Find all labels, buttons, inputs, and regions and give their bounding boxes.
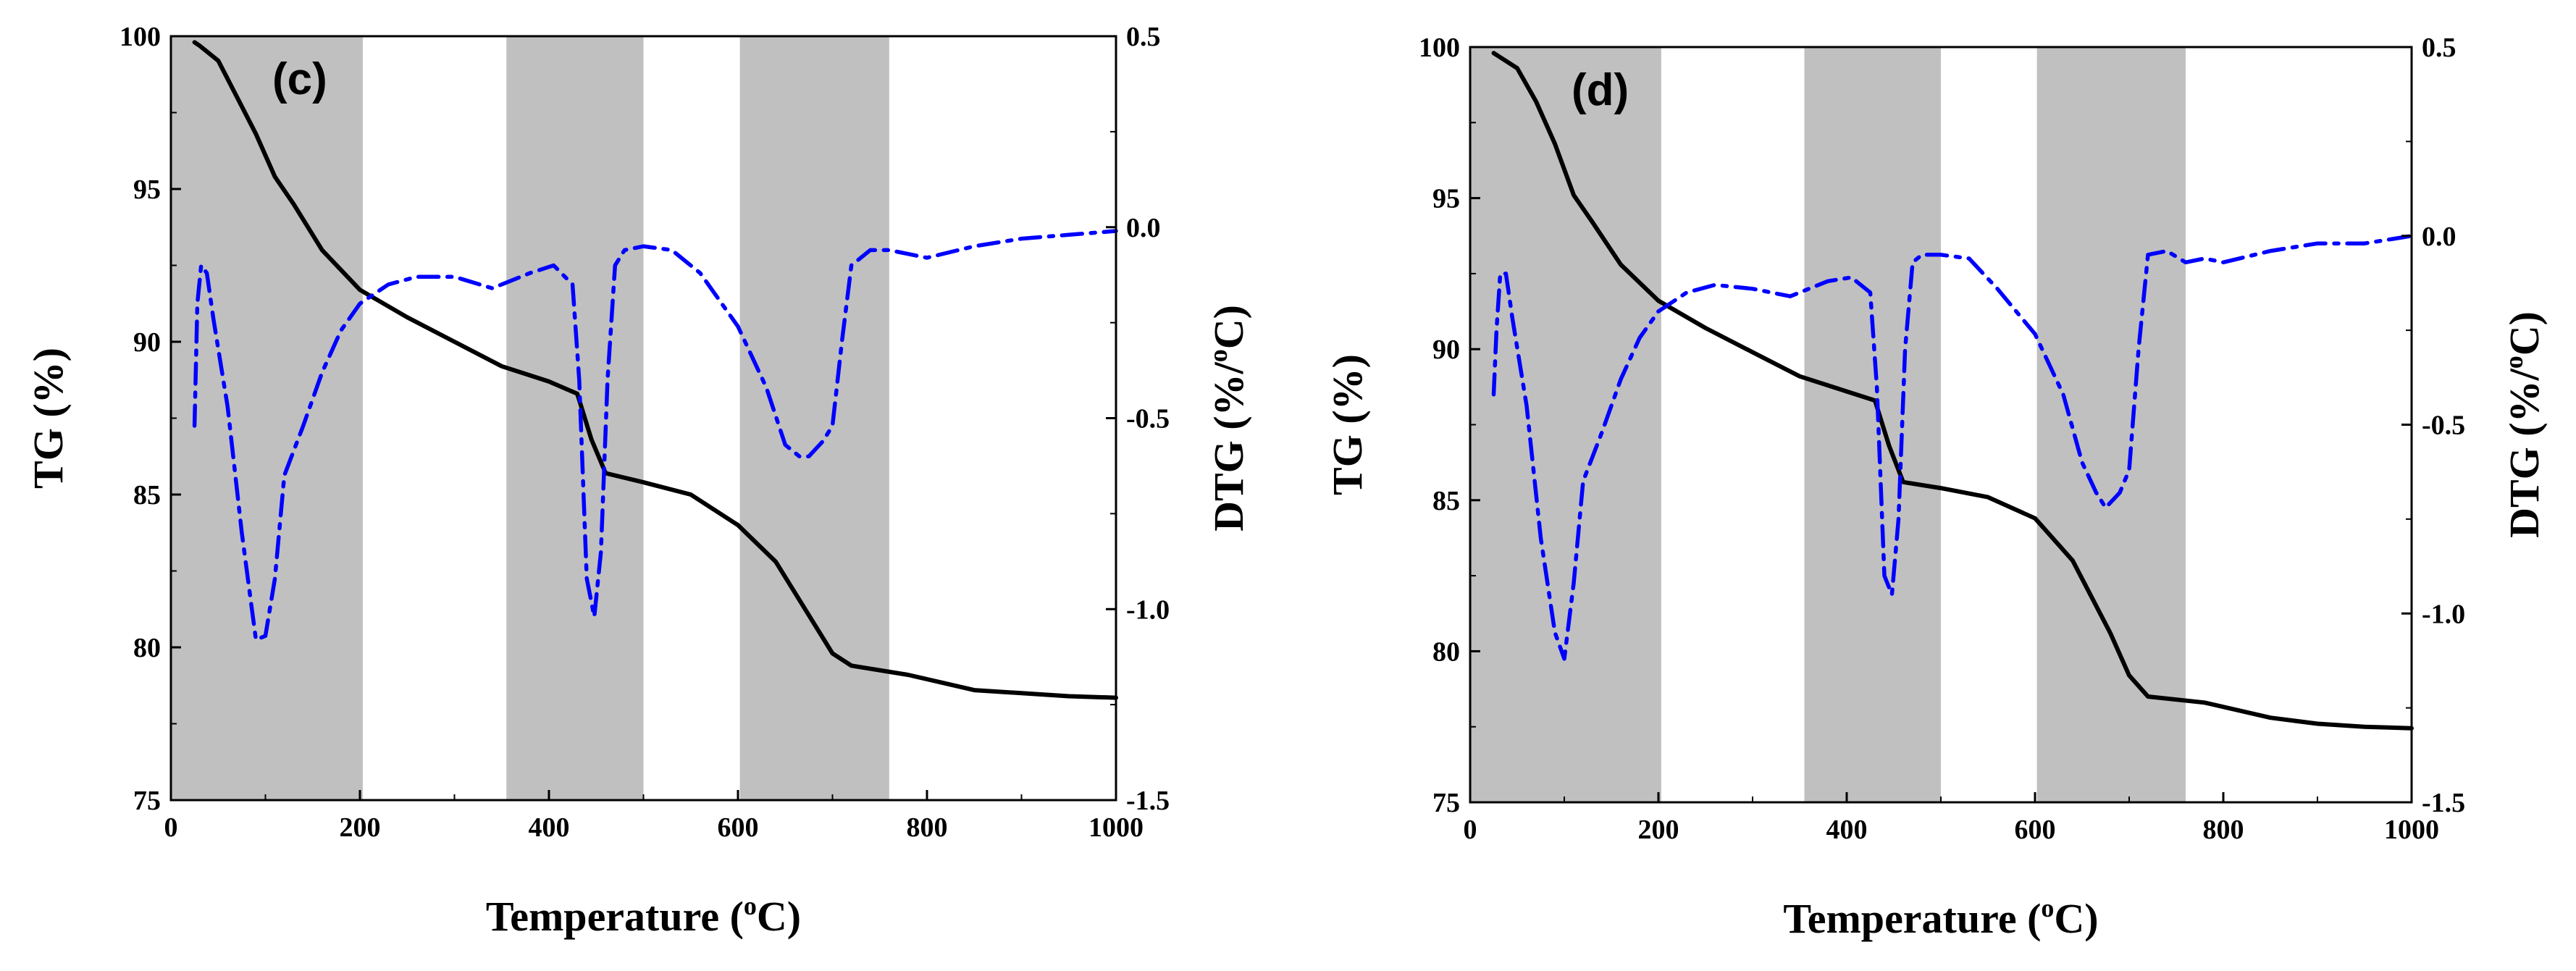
- y-left-tick-label: 90: [133, 327, 161, 358]
- y-right-tick-label: -0.5: [1126, 404, 1170, 434]
- y-left-tick-label: 80: [1432, 636, 1460, 667]
- tg-curve: [1491, 51, 2414, 731]
- x-tick-label: 0: [164, 812, 178, 843]
- y-left-tick-label: 85: [1432, 486, 1460, 516]
- y-right-tick-label: 0.0: [2422, 222, 2457, 252]
- panel-label: (d): [1572, 65, 1629, 115]
- y-right-axis-title: DTG (%/oC): [2499, 311, 2548, 538]
- shaded-region: [2036, 47, 2186, 802]
- shaded-region: [171, 36, 363, 800]
- chart-panel-d: 0 200 400 600 800 1000 75 80 85 90 95 100 -1.5 -1.0 -0…: [1324, 33, 2548, 942]
- y-right-tick-label: -1.0: [2422, 599, 2465, 629]
- x-tick-label: 1000: [2384, 815, 2439, 845]
- y-left-tick-label: 95: [133, 175, 161, 205]
- dtg-curve: [192, 229, 1118, 642]
- shaded-region: [739, 36, 889, 800]
- y-right-tick-label: -1.0: [1126, 594, 1170, 625]
- y-left-tick-label: 75: [133, 786, 161, 816]
- y-left-tick-label: 100: [1419, 33, 1460, 63]
- x-tick-label: 1000: [1088, 812, 1144, 843]
- dtg-curve: [1491, 234, 2414, 661]
- y-right-axis-title: DTG (%/oC): [1204, 305, 1252, 531]
- chart-panel-c: 0 200 400 600 800 1000 75 80 85 90 95 100 -1.5 -1.0 -0…: [25, 22, 1252, 940]
- y-right-tick-label: 0.5: [2422, 33, 2457, 63]
- x-tick-label: 800: [2203, 815, 2244, 845]
- shaded-region: [506, 36, 644, 800]
- x-tick-label: 600: [718, 812, 759, 843]
- x-tick-label: 600: [2015, 815, 2056, 845]
- shaded-region: [1470, 47, 1661, 802]
- y-right-tick-label: -0.5: [2422, 411, 2465, 441]
- x-tick-label: 400: [1826, 815, 1868, 845]
- y-right-tick-label: 0.5: [1126, 22, 1161, 52]
- y-right-tick-label: 0.0: [1126, 213, 1161, 243]
- shaded-region: [1804, 47, 1941, 802]
- y-right-tick-label: -1.5: [1126, 786, 1170, 816]
- panel-label: (c): [272, 54, 327, 104]
- y-left-tick-label: 90: [1432, 335, 1460, 365]
- y-left-tick-label: 75: [1432, 788, 1460, 818]
- tg-curve: [192, 40, 1118, 700]
- x-tick-label: 200: [340, 812, 381, 843]
- x-axis-title: Temperature (oC): [1783, 894, 2098, 942]
- x-axis-title: Temperature (oC): [486, 891, 801, 940]
- y-left-tick-label: 100: [119, 22, 161, 52]
- y-left-axis-title: TG (%): [25, 348, 72, 489]
- x-tick-label: 400: [529, 812, 570, 843]
- x-tick-label: 0: [1464, 815, 1477, 845]
- y-right-tick-label: -1.5: [2422, 788, 2465, 818]
- y-left-tick-label: 80: [133, 633, 161, 663]
- y-left-axis-title: TG (%): [1324, 354, 1371, 495]
- y-left-tick-label: 95: [1432, 184, 1460, 214]
- x-tick-label: 800: [907, 812, 948, 843]
- x-tick-label: 200: [1638, 815, 1679, 845]
- y-left-tick-label: 85: [133, 480, 161, 510]
